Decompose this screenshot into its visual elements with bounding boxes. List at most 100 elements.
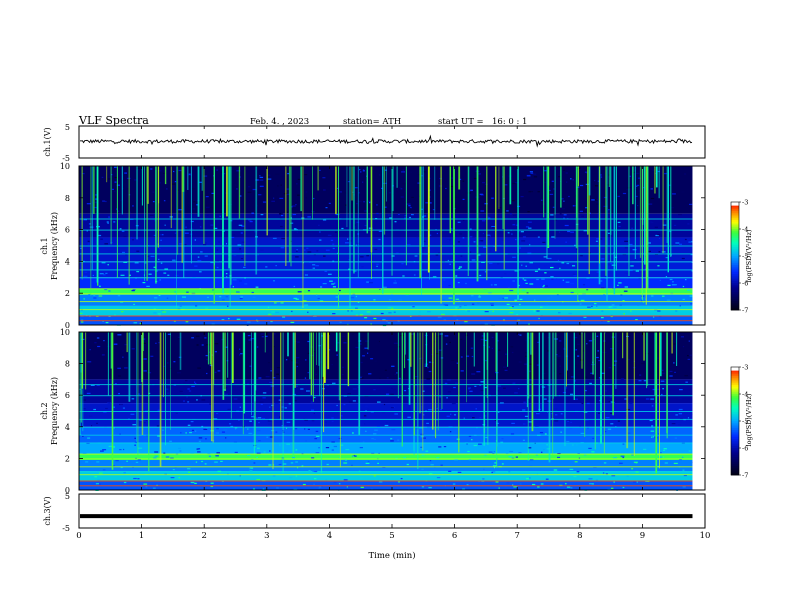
spectrogram-speckle xyxy=(522,278,524,280)
spectrogram-speckle xyxy=(326,354,327,356)
spectrogram-sferic xyxy=(432,332,434,430)
spectrogram-speckle xyxy=(134,179,137,181)
spectrogram-speckle xyxy=(199,181,202,183)
spectrogram-speckle xyxy=(307,290,311,292)
spectrogram-speckle xyxy=(401,171,405,173)
spectrogram-speckle xyxy=(221,299,225,301)
spectrogram-speckle xyxy=(170,477,175,479)
spectrogram-speckle xyxy=(610,348,614,350)
spectrogram-speckle xyxy=(650,398,655,400)
spectrogram-speckle xyxy=(671,353,675,356)
spectrogram-speckle xyxy=(437,316,442,318)
spectrogram-speckle xyxy=(661,369,664,371)
colorbar-segment xyxy=(731,241,739,244)
spectrogram-speckle xyxy=(591,199,595,201)
spectrogram-speckle xyxy=(281,425,283,427)
spectrogram-speckle xyxy=(355,203,358,205)
spectrogram-speckle xyxy=(563,214,567,216)
colorbar-segment xyxy=(731,234,739,237)
colorbar-segment xyxy=(731,308,739,311)
spectrogram-speckle xyxy=(503,319,505,321)
spectrogram-speckle xyxy=(560,413,563,415)
spectrogram-speckle xyxy=(82,452,87,454)
spectrogram-speckle xyxy=(455,382,459,384)
spectrogram-speckle xyxy=(687,355,689,357)
spectrogram-sferic xyxy=(502,166,504,229)
spectrogram-speckle xyxy=(441,474,443,476)
spectrogram-speckle xyxy=(631,468,634,470)
spectrogram-speckle xyxy=(416,236,418,238)
spectrogram-speckle xyxy=(540,386,543,388)
spectrogram-band xyxy=(79,293,693,295)
spectrogram-speckle xyxy=(353,270,357,272)
spectrogram-speckle xyxy=(497,385,502,387)
spectrogram-speckle xyxy=(481,220,486,222)
spectrogram-speckle xyxy=(342,366,344,368)
spectrogram-speckle xyxy=(270,385,275,387)
spectrogram-speckle xyxy=(566,486,571,488)
spectrogram-speckle xyxy=(92,274,94,277)
spectrogram-speckle xyxy=(251,416,255,418)
spectrogram-speckle xyxy=(225,346,228,348)
spectrogram-band xyxy=(79,229,693,231)
spectrogram-speckle xyxy=(278,399,282,401)
spectrogram-speckle xyxy=(572,205,575,207)
spectrogram-sferic xyxy=(634,166,636,259)
spectrogram-sferic xyxy=(294,332,296,388)
spectrogram-speckle xyxy=(488,346,490,348)
spectrogram-sferic xyxy=(422,166,424,247)
spectrogram-speckle xyxy=(406,463,409,466)
spectrogram-speckle xyxy=(315,374,317,376)
spectrogram-speckle xyxy=(126,357,128,359)
spectrogram-speckle xyxy=(247,191,252,193)
spectrogram-speckle xyxy=(409,216,411,219)
spectrogram-speckle xyxy=(601,317,604,319)
spectrogram-speckle xyxy=(567,230,571,233)
spectrogram-sferic xyxy=(588,166,591,196)
spectrogram-speckle xyxy=(174,274,179,276)
spectrogram-speckle xyxy=(86,392,91,394)
spectrogram-speckle xyxy=(523,279,527,281)
spectrogram-speckle xyxy=(611,304,615,306)
spectrogram-speckle xyxy=(477,302,480,304)
spectrogram-speckle xyxy=(377,462,379,464)
spectrogram-speckle xyxy=(258,417,262,419)
spectrogram-speckle xyxy=(296,365,298,368)
colorbar-segment xyxy=(731,211,739,214)
ch2-spectrogram-ylabel: Frequency (kHz) xyxy=(50,377,59,445)
ch1-colorbar: -3-4-5-6-7 xyxy=(730,199,748,315)
spectrogram-speckle xyxy=(600,176,603,178)
spectrogram-speckle xyxy=(393,342,398,344)
spectrogram-speckle xyxy=(113,221,116,223)
spectrogram-speckle xyxy=(250,338,255,340)
spectrogram-speckle xyxy=(256,346,259,348)
spectrogram-speckle xyxy=(428,234,432,236)
spectrogram-speckle xyxy=(589,483,593,485)
spectrogram-speckle xyxy=(534,270,538,272)
spectrogram-speckle xyxy=(451,403,456,405)
spectrogram-speckle xyxy=(563,217,565,219)
spectrogram-layer xyxy=(79,426,693,443)
spectrogram-speckle xyxy=(315,452,320,454)
spectrogram-speckle xyxy=(262,201,267,203)
spectrogram-speckle xyxy=(674,371,676,373)
spectrogram-speckle xyxy=(226,243,227,245)
spectrogram-speckle xyxy=(379,377,381,379)
spectrogram-speckle xyxy=(422,437,426,439)
spectrogram-speckle xyxy=(586,289,589,291)
spectrogram-speckle xyxy=(528,191,532,193)
spectrogram-speckle xyxy=(610,412,613,414)
colorbar-segment xyxy=(731,275,739,278)
spectrogram-speckle xyxy=(563,318,565,320)
spectrogram-sferic xyxy=(642,166,644,225)
spectrogram-speckle xyxy=(101,176,104,178)
xtick-label: 10 xyxy=(700,531,711,541)
colorbar-segment xyxy=(731,227,739,230)
spectrogram-speckle xyxy=(206,214,209,216)
spectrogram-speckle xyxy=(215,301,218,304)
spectrogram-speckle xyxy=(183,400,185,402)
spectrogram-speckle xyxy=(565,483,567,485)
colorbar-segment xyxy=(731,368,739,371)
spectrogram-speckle xyxy=(236,318,241,320)
spectrogram-speckle xyxy=(636,172,640,174)
